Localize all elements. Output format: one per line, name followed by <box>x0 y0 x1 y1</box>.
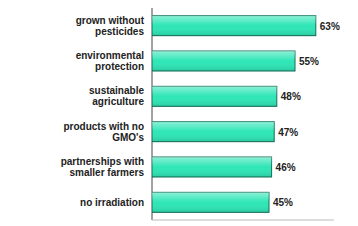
value-axis <box>152 220 334 221</box>
data-label: 55% <box>299 56 319 67</box>
category-label: sustainableagriculture <box>89 85 144 107</box>
category-axis <box>152 8 153 220</box>
bar <box>152 157 272 177</box>
category-label: products with noGMO's <box>63 121 144 143</box>
bar-shade <box>152 51 295 71</box>
bar <box>152 16 316 36</box>
chart-container: grown withoutpesticides 63% environmentalp… <box>0 0 358 226</box>
bars <box>152 16 316 213</box>
chart: grown withoutpesticides 63% environmentalp… <box>0 0 358 226</box>
data-label: 47% <box>278 127 298 138</box>
bar-shade <box>152 157 272 177</box>
bar-shade <box>152 122 274 142</box>
bar-shade <box>152 86 277 106</box>
bar <box>152 122 274 142</box>
data-label: 46% <box>276 162 296 173</box>
category-label: environmentalprotection <box>76 50 145 72</box>
data-label: 45% <box>273 197 293 208</box>
bar-shade <box>152 192 269 212</box>
category-label: grown withoutpesticides <box>76 15 145 37</box>
data-label: 48% <box>281 91 301 102</box>
bar <box>152 86 277 106</box>
data-label: 63% <box>320 21 340 32</box>
category-label: partnerships withsmaller farmers <box>61 156 145 178</box>
bar <box>152 51 295 71</box>
bar <box>152 192 269 212</box>
bar-shade <box>152 16 316 36</box>
category-label: no irradiation <box>80 197 144 208</box>
